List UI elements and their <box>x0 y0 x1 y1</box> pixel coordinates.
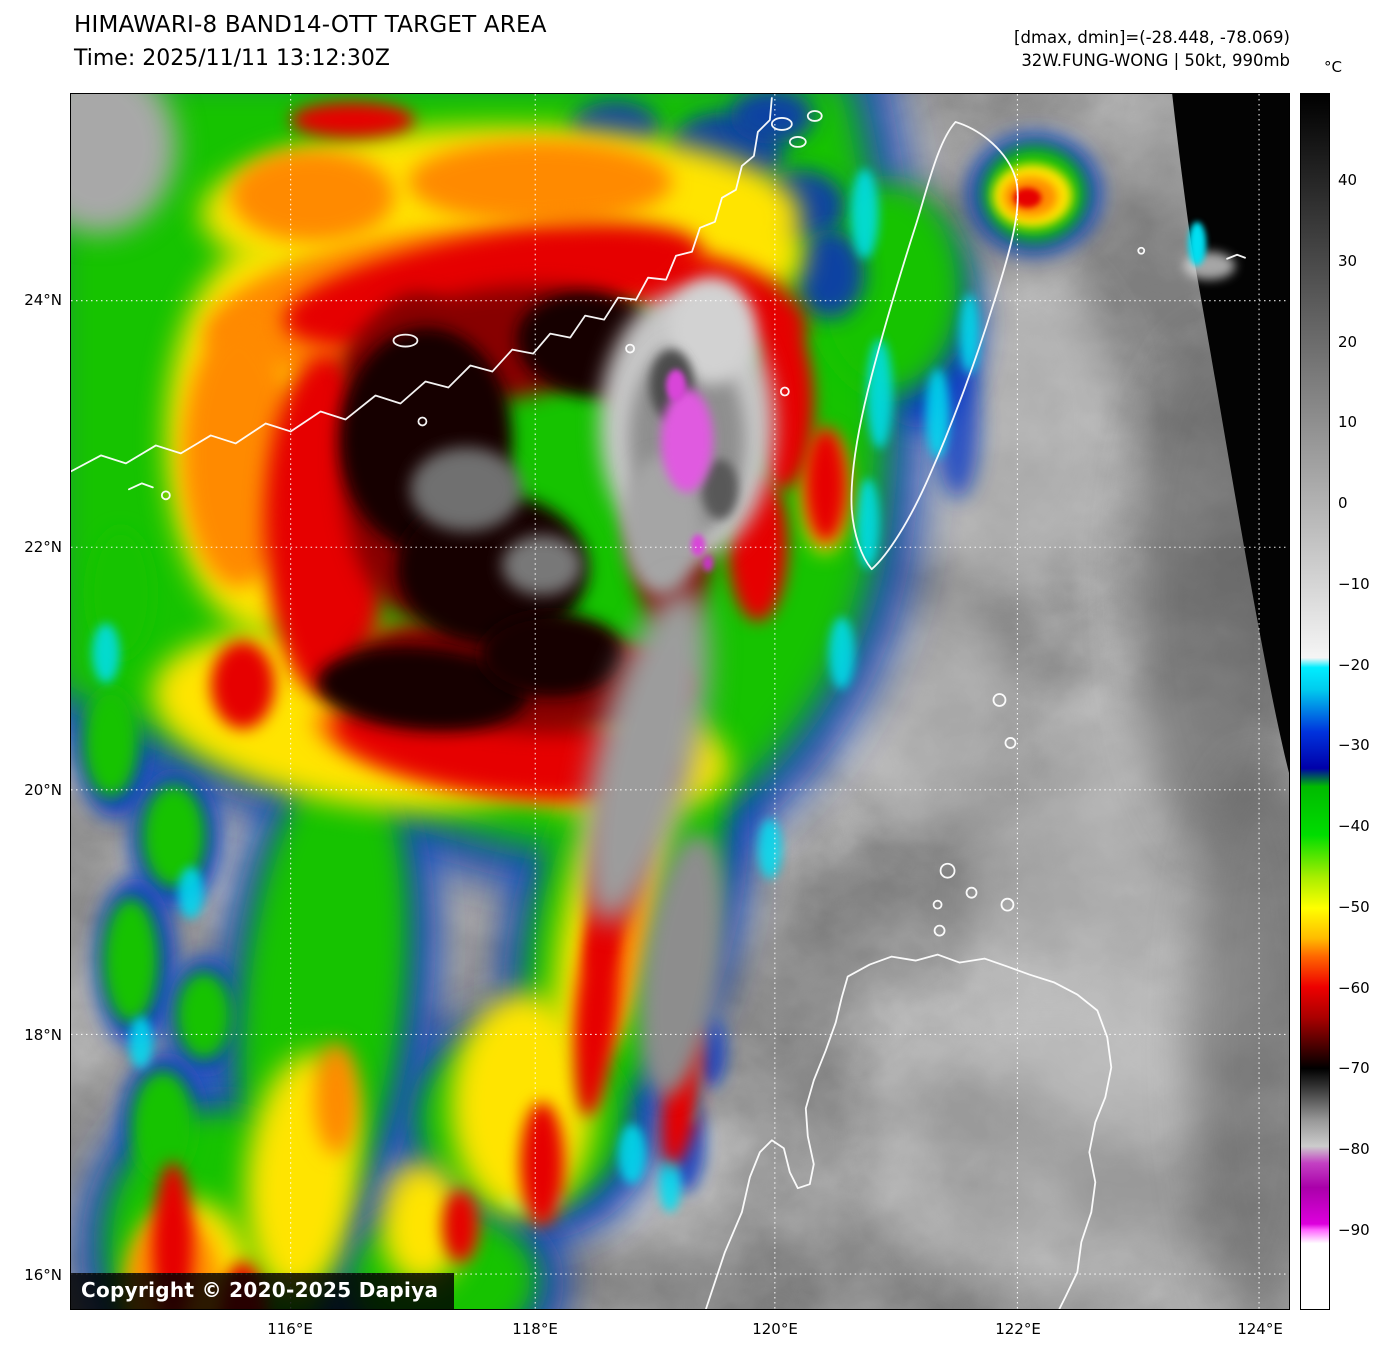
lon-label-120e: 120°E <box>752 1320 798 1338</box>
colorbar-tick-m60: −60 <box>1338 979 1370 997</box>
dmax-dmin-readout: [dmax, dmin]=(-28.448, -78.069) <box>1014 28 1290 47</box>
coastline-luzon <box>705 953 1113 1309</box>
product-time: Time: 2025/11/11 13:12:30Z <box>74 46 390 71</box>
colorbar-tick-20: 20 <box>1338 333 1358 351</box>
coastline-penghu <box>779 386 790 397</box>
satellite-map: Copyright © 2020-2025 Dapiya <box>70 93 1290 1310</box>
colorbar-tick-m90: −90 <box>1338 1221 1370 1239</box>
lon-label-122e: 122°E <box>995 1320 1041 1338</box>
colorbar <box>1300 93 1330 1310</box>
coastline-china <box>71 97 773 473</box>
satellite-image <box>71 94 1289 1309</box>
gridlines <box>71 94 1289 1309</box>
colorbar-tick-m20: −20 <box>1338 656 1370 674</box>
ne-convective-cell <box>968 133 1207 266</box>
lat-label-20n: 20°N <box>24 781 62 799</box>
coastline-scan-edge-islets <box>1137 246 1246 260</box>
colorbar-tick-m50: −50 <box>1338 898 1370 916</box>
colorbar-tick-40: 40 <box>1338 171 1358 189</box>
colorbar-tick-m80: −80 <box>1338 1140 1370 1158</box>
colorbar-unit: °C <box>1324 58 1342 76</box>
lat-label-24n: 24°N <box>24 291 62 309</box>
storm-gray-overshoot <box>71 94 775 1096</box>
colorbar-tick-0: 0 <box>1338 494 1348 512</box>
lat-label-22n: 22°N <box>24 538 62 556</box>
lat-label-16n: 16°N <box>24 1266 62 1284</box>
coastlines <box>71 97 1246 1309</box>
lat-label-18n: 18°N <box>24 1026 62 1044</box>
colorbar-tick-30: 30 <box>1338 252 1358 270</box>
product-title: HIMAWARI-8 BAND14-OTT TARGET AREA <box>74 12 547 38</box>
colorbar-tick-10: 10 <box>1338 413 1358 431</box>
lon-label-116e: 116°E <box>267 1320 313 1338</box>
copyright-banner: Copyright © 2020-2025 Dapiya <box>71 1273 455 1309</box>
colorbar-tick-m70: −70 <box>1338 1059 1370 1077</box>
product-meta: [dmax, dmin]=(-28.448, -78.069) 32W.FUNG… <box>1014 26 1290 72</box>
coastline-batanes-babuyan <box>932 693 1017 937</box>
storm-magenta-overshoot <box>661 369 713 572</box>
coastline-china-islands <box>128 110 823 501</box>
colorbar-tick-m10: −10 <box>1338 575 1370 593</box>
colorbar-tick-m30: −30 <box>1338 736 1370 754</box>
lon-label-118e: 118°E <box>512 1320 558 1338</box>
colorbar-tick-m40: −40 <box>1338 817 1370 835</box>
storm-info: 32W.FUNG-WONG | 50kt, 990mb <box>1021 51 1290 70</box>
lon-label-124e: 124°E <box>1237 1320 1283 1338</box>
coastline-taiwan <box>850 121 1019 571</box>
